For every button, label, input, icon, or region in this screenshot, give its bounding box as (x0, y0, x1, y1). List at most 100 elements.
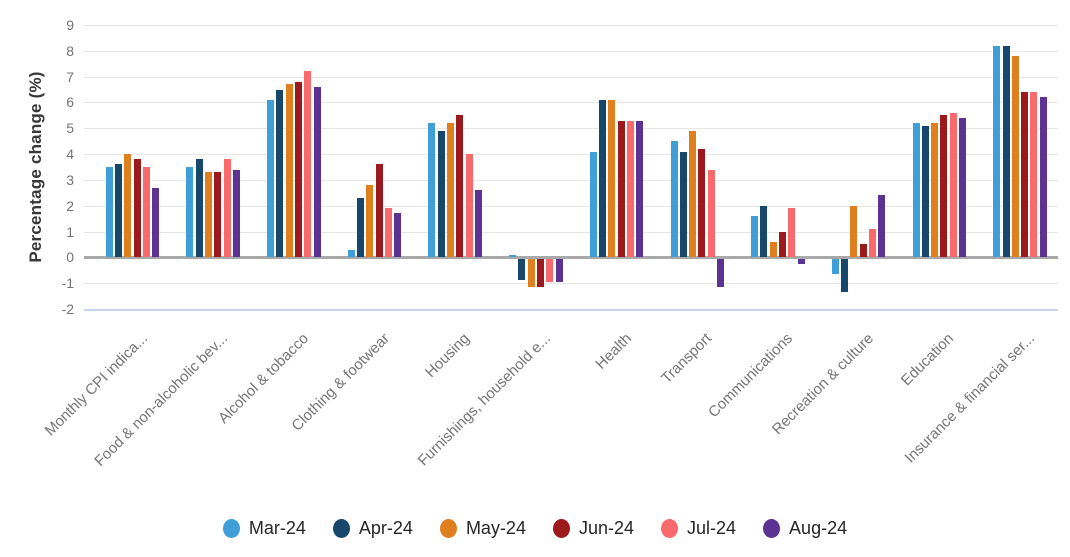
bar-Jun-24-cat2 (214, 172, 222, 258)
legend-swatch-icon (222, 518, 240, 538)
bar-May-24-cat1 (124, 154, 132, 258)
bar-Jul-24-cat9 (788, 208, 796, 258)
bar-Apr-24-cat5 (437, 130, 445, 258)
bar-Aug-24-cat8 (717, 258, 724, 288)
y-tick-label: 7 (66, 68, 74, 85)
bar-Apr-24-cat3 (276, 89, 284, 258)
bar-May-24-cat6 (527, 258, 535, 288)
bar-May-24-cat12 (1011, 55, 1019, 258)
bar-May-24-cat3 (285, 84, 293, 258)
bar-Jul-24-cat2 (223, 159, 231, 258)
bar-Aug-24-cat11 (959, 117, 967, 258)
legend-label: Apr-24 (358, 517, 413, 538)
legend-label: Mar-24 (248, 517, 306, 538)
y-tick-label: 6 (66, 94, 74, 111)
bar-Jun-24-cat5 (456, 115, 464, 258)
bar-Aug-24-cat6 (555, 258, 563, 283)
bar-Jun-24-cat11 (940, 115, 948, 258)
bar-May-24-cat9 (769, 241, 777, 258)
gridline (84, 102, 1058, 104)
bar-Aug-24-cat4 (394, 213, 402, 258)
bar-Jul-24-cat6 (546, 258, 554, 283)
bar-Jul-24-cat1 (142, 167, 150, 258)
legend-swatch-icon (661, 518, 679, 538)
bar-Mar-24-cat8 (670, 141, 678, 258)
bar-Aug-24-cat7 (636, 120, 644, 258)
bar-Mar-24-cat5 (428, 123, 436, 258)
bar-Jun-24-cat8 (698, 148, 706, 258)
bar-Apr-24-cat12 (1002, 45, 1010, 258)
legend-swatch-icon (439, 518, 457, 538)
bar-Jul-24-cat10 (869, 228, 877, 258)
y-tick-label: 8 (66, 42, 74, 59)
gridline (84, 128, 1058, 130)
bar-Jun-24-cat3 (295, 81, 302, 258)
gridline (84, 283, 1058, 285)
legend-item-Aug-24: Aug-24 (763, 518, 847, 539)
bar-Mar-24-cat4 (347, 249, 355, 258)
legend-item-Jun-24: Jun-24 (552, 517, 635, 539)
gridline (84, 179, 1058, 181)
bar-Aug-24-cat3 (313, 86, 321, 258)
bar-Mar-24-cat9 (751, 216, 759, 258)
legend-item-May-24: May-24 (439, 518, 526, 539)
bar-Apr-24-cat4 (357, 197, 365, 258)
legend: Mar-24 Apr-24 May-24 Jun-24 Jul-24 Aug-24 (0, 508, 1070, 548)
bar-May-24-cat8 (689, 130, 697, 258)
bar-Apr-24-cat8 (679, 151, 687, 258)
bar-May-24-cat4 (366, 185, 374, 258)
bar-Apr-24-cat1 (115, 164, 123, 258)
y-tick-label: 0 (66, 249, 74, 266)
bar-Aug-24-cat5 (474, 190, 482, 258)
bar-Apr-24-cat2 (195, 159, 203, 258)
bar-Jul-24-cat11 (949, 112, 957, 258)
bar-Apr-24-cat10 (841, 258, 849, 293)
legend-label: Aug-24 (789, 517, 848, 538)
bar-Aug-24-cat12 (1039, 97, 1047, 258)
bar-Jul-24-cat7 (627, 120, 635, 258)
bar-Mar-24-cat7 (589, 151, 597, 258)
legend-item-Mar-24: Mar-24 (222, 517, 306, 539)
gridline (84, 205, 1058, 207)
y-tick-label: 2 (66, 197, 74, 214)
legend-swatch-icon (552, 518, 570, 538)
gridline (84, 50, 1058, 52)
bar-Aug-24-cat9 (797, 258, 805, 265)
legend-item-Jul-24: Jul-24 (661, 518, 736, 539)
bar-Jun-24-cat12 (1021, 92, 1029, 258)
gridline (84, 154, 1058, 156)
bar-May-24-cat11 (931, 123, 939, 258)
bar-May-24-cat2 (205, 172, 213, 258)
bar-Mar-24-cat3 (267, 99, 275, 258)
bar-Jul-24-cat5 (465, 154, 473, 258)
gridline (84, 76, 1058, 78)
y-tick-label: -1 (61, 275, 74, 292)
bar-Apr-24-cat7 (599, 99, 607, 258)
bar-Jul-24-cat8 (707, 169, 715, 258)
bar-Jun-24-cat7 (617, 120, 625, 258)
bar-Apr-24-cat11 (921, 125, 929, 258)
bar-Mar-24-cat12 (993, 45, 1001, 258)
y-tick-label: 9 (66, 17, 74, 33)
bar-Jun-24-cat4 (375, 164, 383, 258)
bar-Aug-24-cat1 (152, 187, 160, 258)
legend-swatch-icon (763, 518, 781, 538)
bar-Jun-24-cat1 (133, 159, 141, 258)
bar-Jul-24-cat3 (304, 71, 312, 258)
y-tick-label: -2 (61, 301, 74, 318)
bar-May-24-cat7 (608, 99, 616, 258)
legend-swatch-icon (332, 518, 350, 538)
bar-Jun-24-cat9 (779, 231, 787, 258)
bar-May-24-cat5 (447, 123, 455, 258)
bar-Mar-24-cat1 (105, 167, 113, 258)
bar-Mar-24-cat2 (186, 167, 194, 258)
bar-Jun-24-cat6 (537, 258, 545, 288)
gridline (84, 231, 1058, 233)
y-tick-label: 3 (66, 171, 74, 188)
bar-Aug-24-cat10 (878, 195, 886, 258)
gridline (84, 25, 1058, 26)
legend-label: Jun-24 (578, 517, 635, 538)
legend-item-Apr-24: Apr-24 (332, 517, 413, 539)
plot-area: 9 8 7 6 5 4 3 2 1 0 -1 -2 Monthly CPI indica... Food … (41, 17, 1058, 470)
